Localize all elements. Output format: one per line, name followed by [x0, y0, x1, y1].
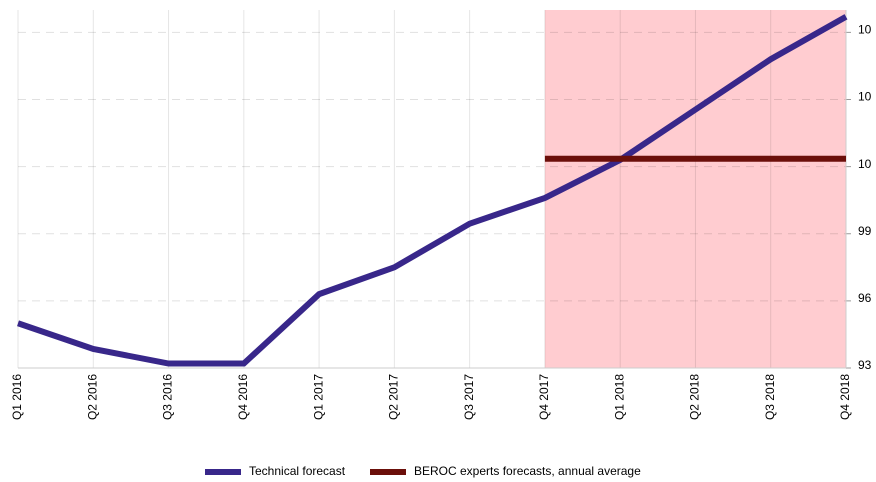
- legend-swatch: [205, 469, 241, 475]
- y-tick-label: 10: [858, 157, 872, 171]
- forecast-shade: [544, 10, 846, 368]
- x-tick-label: Q2 2017: [387, 374, 401, 420]
- x-tick-label: Q3 2018: [763, 374, 777, 420]
- x-tick-label: Q2 2018: [688, 374, 702, 420]
- x-tick-label: Q4 2018: [838, 374, 852, 420]
- y-tick-label: 10: [858, 90, 872, 104]
- x-tick-label: Q4 2017: [537, 374, 551, 420]
- x-tick-label: Q3 2016: [161, 374, 175, 420]
- x-tick-label: Q1 2016: [10, 374, 24, 420]
- x-tick-label: Q4 2016: [236, 374, 250, 420]
- y-tick-label: 10: [858, 23, 872, 37]
- y-tick-label: 99: [858, 224, 872, 238]
- x-tick-label: Q2 2016: [85, 374, 99, 420]
- x-tick-label: Q1 2017: [311, 374, 325, 420]
- legend-label: Technical forecast: [249, 464, 346, 478]
- y-tick-label: 93: [858, 358, 872, 372]
- y-tick-label: 96: [858, 291, 872, 305]
- legend-swatch: [370, 469, 406, 475]
- legend-label: BEROC experts forecasts, annual average: [414, 464, 641, 478]
- x-tick-label: Q1 2018: [612, 374, 626, 420]
- x-tick-label: Q3 2017: [462, 374, 476, 420]
- series-line: [17, 14, 848, 367]
